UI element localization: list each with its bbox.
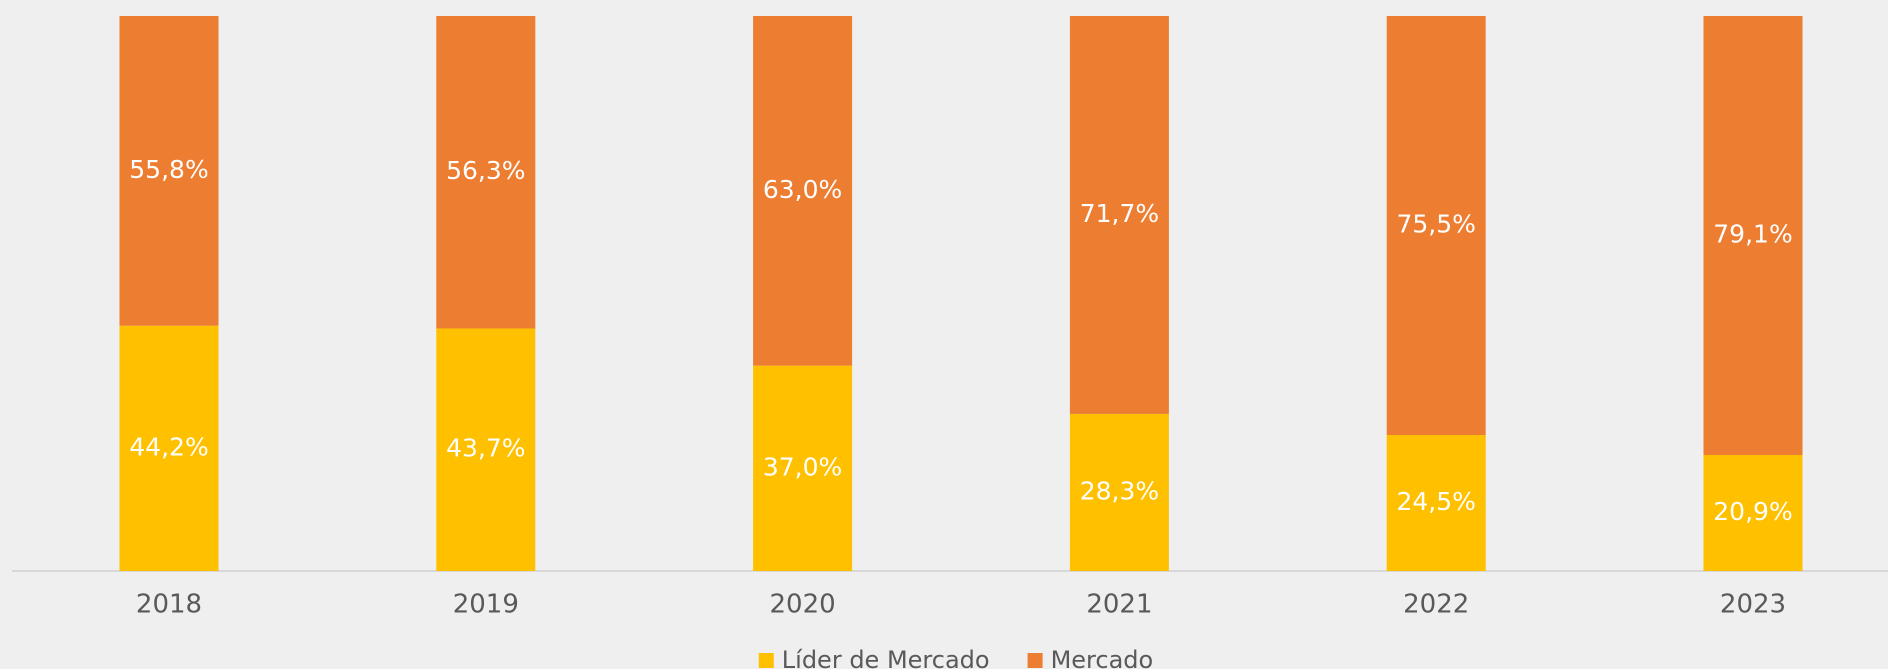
legend-label: Líder de Mercado bbox=[782, 646, 990, 669]
data-label: 79,1% bbox=[1713, 220, 1792, 249]
data-label: 20,9% bbox=[1713, 497, 1792, 526]
bar-segment bbox=[1069, 413, 1169, 571]
bar-segment bbox=[1703, 16, 1803, 456]
bar-segment bbox=[436, 328, 536, 571]
data-label: 44,2% bbox=[129, 432, 208, 461]
data-label: 55,8% bbox=[129, 155, 208, 184]
data-label: 37,0% bbox=[763, 452, 842, 481]
bar-segment bbox=[436, 16, 536, 329]
x-tick-label: 2021 bbox=[1086, 590, 1152, 620]
bar-segment bbox=[1386, 435, 1486, 571]
bar-segment bbox=[119, 16, 219, 326]
legend-swatch bbox=[1027, 653, 1043, 668]
legend-swatch bbox=[758, 653, 774, 668]
bar-segment bbox=[1703, 455, 1803, 571]
bar-segment bbox=[753, 365, 853, 571]
x-tick-label: 2022 bbox=[1403, 590, 1469, 620]
data-label: 71,7% bbox=[1080, 199, 1159, 228]
x-tick-label: 2020 bbox=[770, 590, 836, 620]
data-label: 28,3% bbox=[1080, 476, 1159, 505]
x-tick-label: 2019 bbox=[453, 590, 519, 620]
data-label: 75,5% bbox=[1396, 210, 1475, 239]
bar-segment bbox=[1069, 16, 1169, 414]
bar-segment bbox=[753, 16, 853, 366]
data-label: 56,3% bbox=[446, 156, 525, 185]
bar-segment bbox=[119, 325, 219, 571]
data-label: 43,7% bbox=[446, 434, 525, 463]
legend-label: Mercado bbox=[1051, 646, 1154, 669]
bar-segment bbox=[1386, 16, 1486, 436]
data-label: 63,0% bbox=[763, 175, 842, 204]
data-label: 24,5% bbox=[1396, 487, 1475, 516]
x-tick-label: 2023 bbox=[1720, 590, 1786, 620]
x-tick-label: 2018 bbox=[136, 590, 202, 620]
